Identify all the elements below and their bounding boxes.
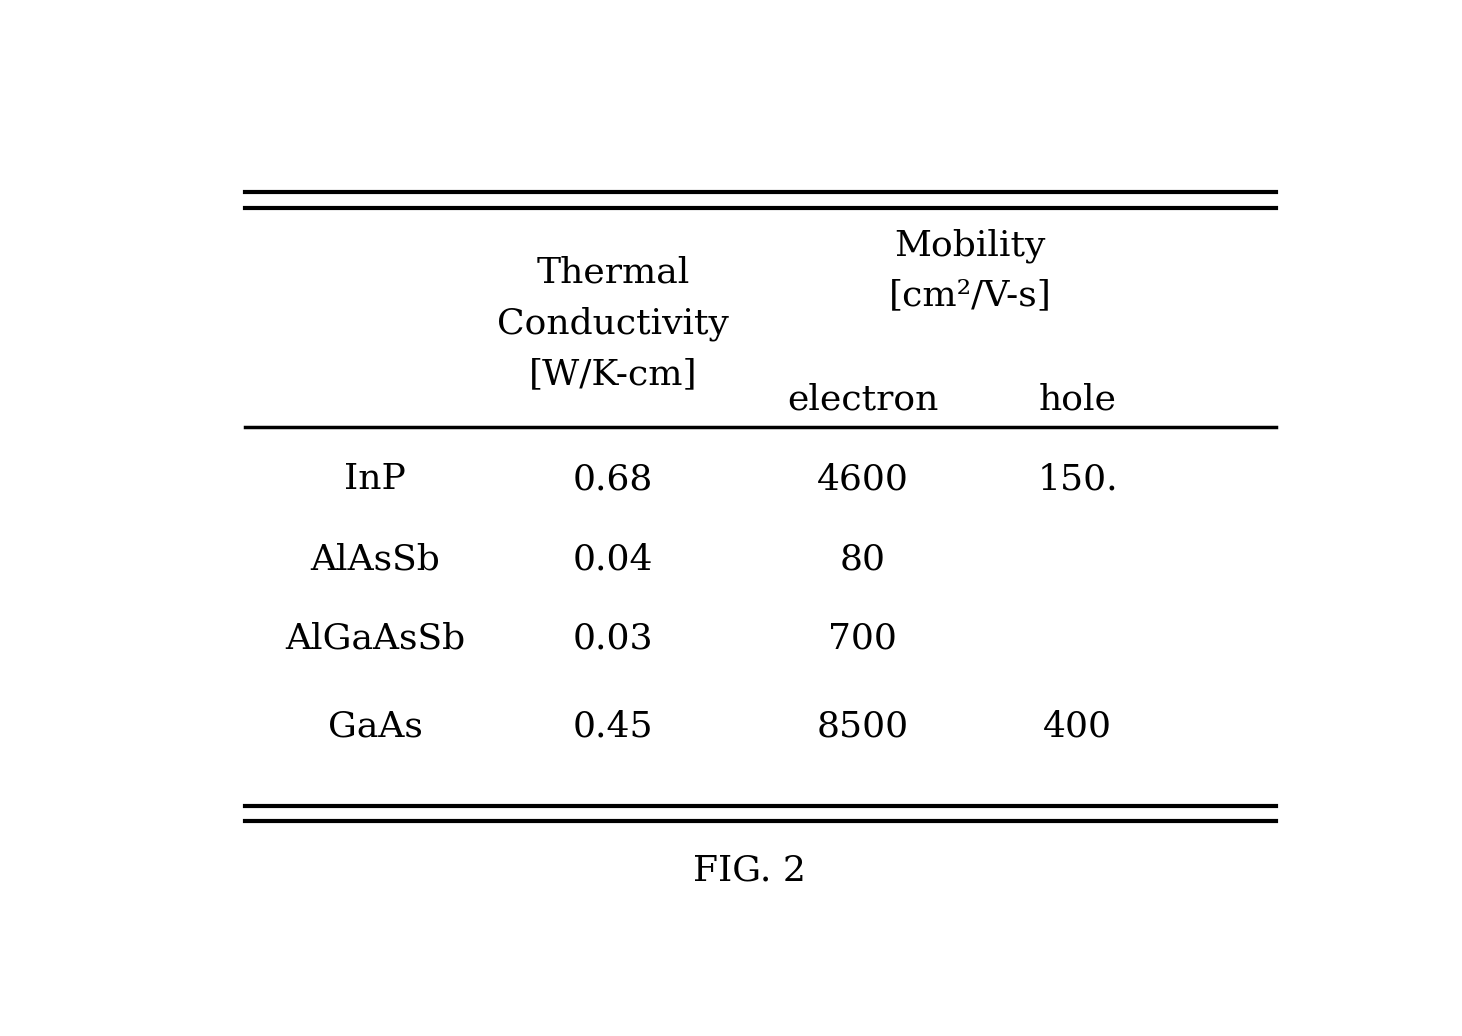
Text: electron: electron — [787, 382, 939, 416]
Text: GaAs: GaAs — [327, 710, 423, 744]
Text: 0.45: 0.45 — [573, 710, 654, 744]
Text: 150.: 150. — [1038, 462, 1118, 496]
Text: 0.04: 0.04 — [573, 542, 654, 576]
Text: hole: hole — [1039, 382, 1117, 416]
Text: 4600: 4600 — [817, 462, 908, 496]
Text: AlGaAsSb: AlGaAsSb — [285, 622, 465, 656]
Text: Thermal
Conductivity
[W/K-cm]: Thermal Conductivity [W/K-cm] — [497, 256, 730, 391]
Text: 700: 700 — [827, 622, 898, 656]
Text: 400: 400 — [1044, 710, 1113, 744]
Text: 8500: 8500 — [816, 710, 909, 744]
Text: 0.68: 0.68 — [573, 462, 654, 496]
Text: InP: InP — [345, 462, 406, 496]
Text: 80: 80 — [839, 542, 886, 576]
Text: FIG. 2: FIG. 2 — [693, 854, 806, 887]
Text: Mobility
[cm²/V-s]: Mobility [cm²/V-s] — [889, 228, 1051, 313]
Text: AlAsSb: AlAsSb — [310, 542, 440, 576]
Text: 0.03: 0.03 — [573, 622, 654, 656]
